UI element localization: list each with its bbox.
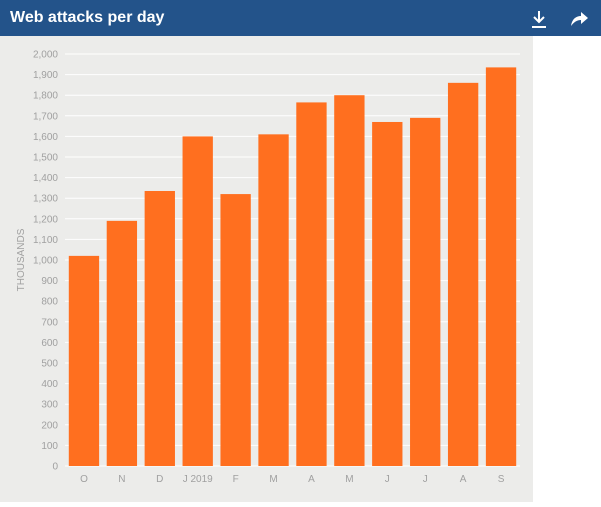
y-tick-label: 800 (41, 297, 58, 308)
y-tick-label: 100 (41, 441, 58, 452)
y-tick-label: 900 (41, 276, 58, 287)
y-tick-label: 1,800 (33, 91, 58, 102)
y-tick-label: 1,000 (33, 256, 58, 267)
x-tick-label: A (308, 474, 315, 485)
plot-area: 0 100 200 300 400 500 600 700 800 900 1,000 1,100 1,… (0, 36, 533, 502)
bar[interactable] (334, 95, 365, 466)
x-tick-label: M (269, 474, 277, 485)
y-tick-label: 1,900 (33, 70, 58, 81)
y-tick-label: 1,200 (33, 214, 58, 225)
y-tick-label: 1,300 (33, 194, 58, 205)
bar[interactable] (68, 255, 100, 466)
y-tick-label: 1,400 (33, 173, 58, 184)
bar[interactable] (182, 136, 213, 466)
y-tick-label: 700 (41, 317, 58, 328)
y-tick-label: 300 (41, 400, 58, 411)
y-tick-label: 1,100 (33, 235, 58, 246)
bar[interactable] (485, 67, 517, 466)
bar[interactable] (372, 121, 403, 466)
y-tick-label: 600 (41, 338, 58, 349)
y-axis-label: THOUSANDS (16, 228, 27, 291)
y-tick-label: 2,000 (33, 50, 58, 61)
x-tick-label: F (233, 474, 239, 485)
bar[interactable] (258, 134, 289, 466)
y-tick-label: 400 (41, 379, 58, 390)
bar[interactable] (220, 194, 251, 466)
x-tick-label: S (498, 474, 505, 485)
bar[interactable] (447, 82, 479, 466)
share-button[interactable] (568, 8, 590, 30)
bar-chart: 0 100 200 300 400 500 600 700 800 900 1,000 1,100 1,… (16, 50, 520, 485)
x-tick-label: A (460, 474, 467, 485)
bar[interactable] (410, 117, 441, 467)
chart-title: Web attacks per day (10, 9, 165, 26)
y-tick-label: 1,600 (33, 132, 58, 143)
bar[interactable] (296, 102, 327, 466)
x-tick-label: O (80, 474, 88, 485)
x-tick-label: M (345, 474, 353, 485)
download-button[interactable] (528, 8, 550, 30)
y-tick-label: 1,700 (33, 111, 58, 122)
x-tick-label: J (423, 474, 428, 485)
y-tick-label: 200 (41, 420, 58, 431)
y-tick-label: 1,500 (33, 153, 58, 164)
bar[interactable] (106, 220, 138, 466)
x-tick-label: J 2019 (183, 474, 213, 485)
chart-header: Web attacks per day (0, 0, 601, 36)
y-tick-label: 500 (41, 359, 58, 370)
x-tick-label: D (156, 474, 163, 485)
x-tick-label: N (118, 474, 125, 485)
bar[interactable] (144, 190, 175, 467)
x-tick-label: J (385, 474, 390, 485)
share-arrow-icon (571, 12, 588, 26)
y-tick-label: 0 (52, 462, 58, 473)
download-icon (532, 11, 546, 28)
